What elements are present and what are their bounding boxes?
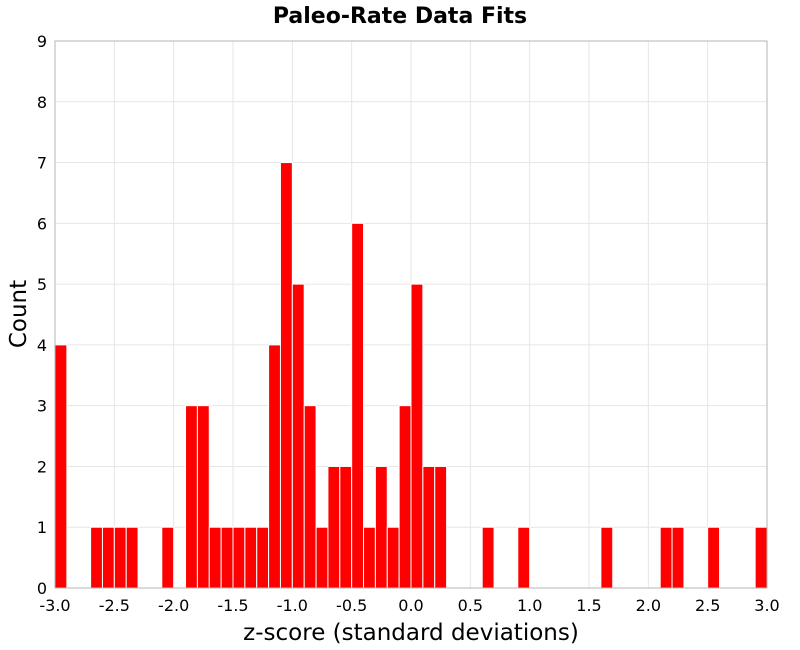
- x-tick-label: 2.0: [636, 596, 661, 615]
- histogram-bar: [671, 526, 685, 589]
- y-tick-label: 4: [37, 336, 47, 355]
- histogram-bar: [125, 526, 139, 589]
- histogram-bar: [208, 526, 222, 589]
- histogram-bar: [161, 526, 175, 589]
- histogram-bar: [256, 526, 270, 589]
- y-tick-label: 2: [37, 457, 47, 476]
- histogram-bar: [90, 526, 103, 589]
- x-tick-label: 1.0: [517, 596, 542, 615]
- y-tick-label: 0: [37, 579, 47, 598]
- histogram-bar: [315, 526, 329, 589]
- histogram-bar: [363, 526, 376, 589]
- x-tick-label: -1.0: [277, 596, 308, 615]
- histogram-bar: [434, 465, 448, 589]
- x-tick-label: 0.5: [458, 596, 483, 615]
- x-tick-label: -2.5: [99, 596, 130, 615]
- histogram-bar: [268, 344, 281, 589]
- x-tick-label: 0.0: [398, 596, 423, 615]
- histogram-bar: [517, 526, 531, 589]
- histogram-bar: [600, 526, 614, 589]
- histogram-bar: [244, 526, 258, 589]
- histogram-bar: [113, 526, 127, 589]
- y-tick-label: 1: [37, 518, 47, 537]
- y-tick-label: 3: [37, 397, 47, 416]
- y-tick-label: 9: [37, 32, 47, 51]
- x-tick-label: 1.5: [576, 596, 601, 615]
- histogram-bar: [196, 405, 210, 589]
- x-tick-label: -2.0: [158, 596, 189, 615]
- histogram-bar: [481, 526, 495, 589]
- x-axis-ticks: -3.0 -2.5 -2.0 -1.5 -1.0 -0.5 0.0 0.5 1.0 1.5 2.0 2…: [39, 596, 779, 615]
- histogram-bar: [232, 526, 246, 589]
- histogram-bar: [659, 526, 673, 589]
- y-tick-label: 6: [37, 214, 47, 233]
- y-tick-label: 8: [37, 93, 47, 112]
- histogram-bar: [422, 465, 436, 589]
- plot-area-frame: [54, 40, 768, 589]
- histogram-bar: [374, 465, 388, 589]
- histogram-bar: [279, 162, 293, 589]
- histogram-bar: [220, 526, 234, 589]
- histogram-bar: [303, 405, 317, 589]
- histogram-bar: [351, 222, 365, 589]
- histogram-bar: [707, 526, 721, 589]
- x-tick-label: -3.0: [39, 596, 70, 615]
- histogram-bar: [185, 405, 198, 589]
- y-axis-label: Count: [6, 280, 32, 348]
- x-tick-label: 2.5: [695, 596, 720, 615]
- chart-title: Paleo-Rate Data Fits: [273, 4, 527, 29]
- histogram-bar: [291, 283, 305, 589]
- histogram-bar: [410, 283, 424, 589]
- histogram-bar: [101, 526, 115, 589]
- x-tick-label: -1.5: [217, 596, 248, 615]
- histogram-bar: [54, 344, 68, 589]
- y-tick-label: 5: [37, 275, 47, 294]
- y-tick-label: 7: [37, 154, 47, 173]
- y-axis-ticks: 0 1 2 3 4 5 6 7 8 9: [37, 32, 47, 598]
- bars: [54, 162, 768, 589]
- histogram-bar: [327, 465, 341, 589]
- histogram-bar: [754, 526, 768, 589]
- x-axis-label: z-score (standard deviations): [243, 620, 579, 646]
- histogram-bar: [339, 465, 353, 589]
- histogram-bar: [398, 405, 412, 589]
- histogram-bar: [386, 526, 400, 589]
- x-tick-label: 3.0: [754, 596, 779, 615]
- x-tick-label: -0.5: [336, 596, 367, 615]
